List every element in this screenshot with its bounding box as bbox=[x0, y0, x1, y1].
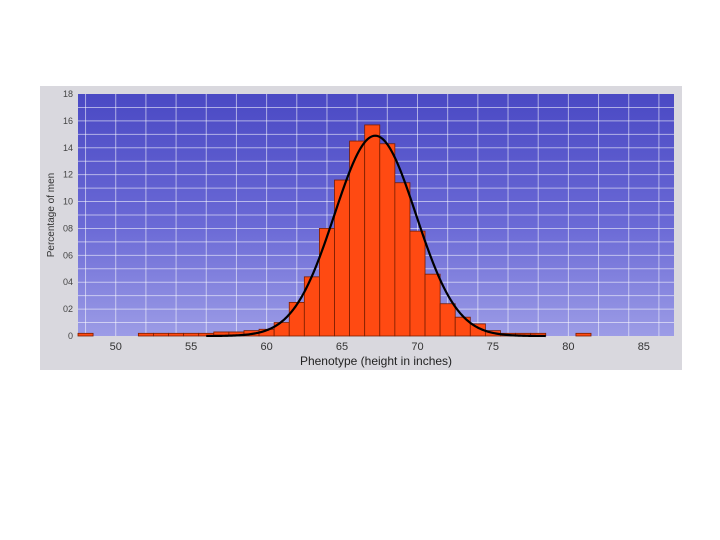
histogram-bar bbox=[439, 303, 456, 337]
histogram-bar bbox=[364, 124, 381, 337]
x-tick-label: 65 bbox=[336, 341, 348, 353]
x-tick-label: 55 bbox=[185, 341, 197, 353]
histogram-bar bbox=[349, 140, 366, 337]
y-tick-label: 10 bbox=[63, 197, 73, 207]
histogram-bar bbox=[153, 332, 169, 337]
y-tick-label: 12 bbox=[63, 170, 73, 180]
histogram-bar bbox=[77, 332, 94, 337]
y-tick-label: 14 bbox=[63, 143, 73, 153]
histogram-bar bbox=[424, 273, 441, 337]
histogram-bar bbox=[394, 182, 411, 337]
y-tick-label: 18 bbox=[63, 89, 73, 99]
x-tick-label: 85 bbox=[638, 341, 650, 353]
y-tick-label: 0 bbox=[68, 331, 73, 341]
normal-fit-curve bbox=[206, 134, 546, 338]
histogram-bar bbox=[288, 301, 305, 337]
histogram-bar bbox=[183, 332, 200, 337]
x-tick-labels: 50 55 60 65 70 75 80 85 bbox=[110, 341, 650, 353]
x-tick-label: 60 bbox=[260, 341, 272, 353]
x-axis-label: Phenotype (height in inches) bbox=[300, 354, 452, 368]
y-tick-label: 02 bbox=[63, 304, 73, 314]
histogram-bar bbox=[319, 228, 335, 337]
histogram-bar bbox=[575, 332, 592, 337]
y-axis-label: Percentage of men bbox=[46, 173, 57, 258]
y-tick-label: 16 bbox=[63, 116, 73, 126]
x-tick-label: 50 bbox=[110, 341, 122, 353]
y-tick-label: 08 bbox=[63, 223, 73, 233]
histogram-bar bbox=[137, 332, 154, 337]
y-tick-label: 04 bbox=[63, 277, 73, 287]
y-tick-label: 06 bbox=[63, 250, 73, 260]
x-tick-label: 80 bbox=[562, 341, 574, 353]
x-tick-label: 75 bbox=[487, 341, 499, 353]
histogram-bar bbox=[168, 332, 185, 337]
histogram-bar bbox=[409, 230, 426, 337]
histogram-bar bbox=[334, 179, 350, 337]
y-tick-labels: 0 02 04 06 08 10 12 14 16 18 bbox=[63, 89, 73, 341]
histogram-bar bbox=[379, 143, 396, 337]
histogram-chart: 0 02 04 06 08 10 12 14 16 18 50 55 60 65 70 75 80 85 Phe… bbox=[40, 86, 682, 370]
histogram-bars bbox=[77, 124, 592, 337]
x-tick-label: 70 bbox=[411, 341, 423, 353]
